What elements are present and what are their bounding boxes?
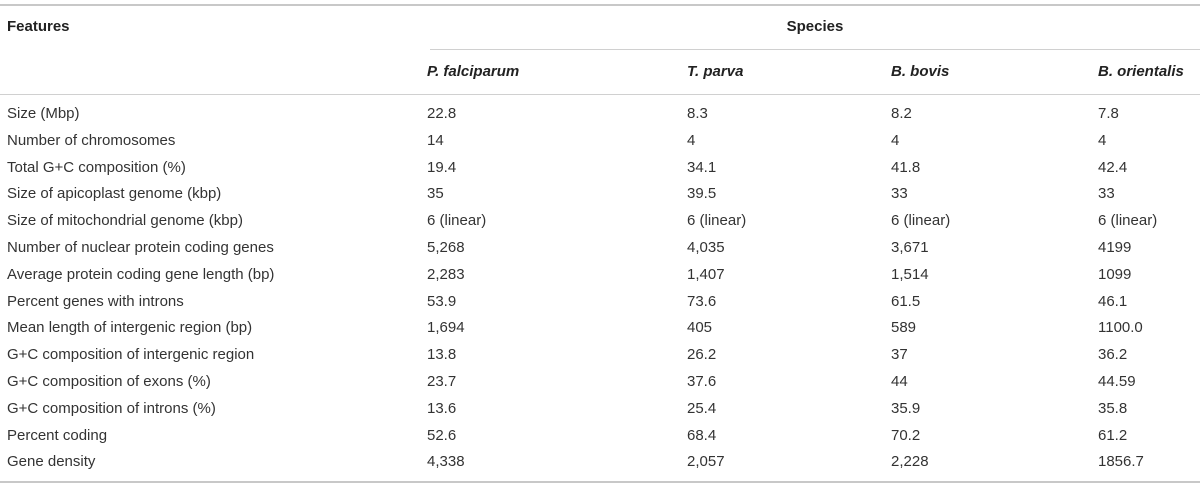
- feature-label: Number of chromosomes: [7, 131, 176, 149]
- species-header-p-falciparum: P. falciparum: [427, 63, 520, 80]
- value-cell: 53.9: [427, 292, 457, 310]
- table-row: G+C composition of intergenic region 13.8…: [0, 341, 1200, 368]
- value-cell: 35.9: [891, 399, 921, 417]
- feature-label: Percent coding: [7, 426, 108, 444]
- value-cell: 25.4: [687, 399, 717, 417]
- value-cell: 6 (linear): [1098, 212, 1158, 230]
- value-cell: 8.2: [891, 105, 912, 122]
- value-cell: 70.2: [891, 426, 921, 444]
- value-cell: 39.5: [687, 185, 717, 203]
- feature-label: Number of nuclear protein coding genes: [7, 239, 274, 256]
- value-cell: 44: [891, 373, 908, 390]
- value-cell: 37.6: [687, 373, 717, 390]
- value-cell: 61.5: [891, 292, 921, 310]
- table-row: Percent coding 52.6 68.4 70.2 61.2: [0, 422, 1200, 449]
- value-cell: 2,283: [427, 265, 465, 283]
- table-bottom-rule: [0, 481, 1200, 483]
- value-cell: 37: [891, 346, 908, 364]
- value-cell: 405: [687, 319, 713, 337]
- value-cell: 1,514: [891, 265, 929, 283]
- value-cell: 5,268: [427, 239, 465, 256]
- table-row: Average protein coding gene length (bp) 2…: [0, 261, 1200, 288]
- table-row: G+C composition of exons (%) 23.7 37.6 44 44…: [0, 368, 1200, 395]
- value-cell: 35.8: [1098, 399, 1128, 417]
- value-cell: 8.3: [687, 105, 708, 122]
- value-cell: 2,228: [891, 453, 929, 471]
- species-header-b-orientalis: B. orientalis: [1098, 63, 1184, 80]
- table-row: Mean length of intergenic region (bp) 1,6…: [0, 314, 1200, 341]
- table-row: G+C composition of introns (%) 13.6 25.4 35…: [0, 395, 1200, 422]
- value-cell: 46.1: [1098, 292, 1128, 310]
- value-cell: 33: [1098, 185, 1115, 203]
- feature-label: Percent genes with introns: [7, 292, 184, 310]
- species-group-rule: [430, 49, 1200, 50]
- features-column-header: Features: [7, 18, 70, 35]
- table-row: Total G+C composition (%) 19.4 34.1 41.8 42.…: [0, 154, 1200, 181]
- value-cell: 4: [1098, 131, 1107, 149]
- feature-label: G+C composition of intergenic region: [7, 346, 255, 364]
- table-row: Number of chromosomes 14 4 4 4: [0, 127, 1200, 154]
- value-cell: 589: [891, 319, 917, 337]
- value-cell: 68.4: [687, 426, 717, 444]
- value-cell: 22.8: [427, 105, 457, 122]
- feature-label: Mean length of intergenic region (bp): [7, 319, 253, 337]
- value-cell: 23.7: [427, 373, 457, 390]
- value-cell: 44.59: [1098, 373, 1136, 390]
- value-cell: 1856.7: [1098, 453, 1144, 471]
- value-cell: 1,407: [687, 265, 725, 283]
- table-row: Size of mitochondrial genome (kbp) 6 (lin…: [0, 207, 1200, 234]
- value-cell: 26.2: [687, 346, 717, 364]
- value-cell: 13.6: [427, 399, 457, 417]
- value-cell: 7.8: [1098, 105, 1119, 122]
- header-bottom-rule: [0, 94, 1200, 95]
- value-cell: 4,338: [427, 453, 465, 471]
- feature-label: G+C composition of exons (%): [7, 373, 211, 390]
- table-row: Size (Mbp) 22.8 8.3 8.2 7.8: [0, 100, 1200, 127]
- value-cell: 3,671: [891, 239, 929, 256]
- table-row: Size of apicoplast genome (kbp) 35 39.5 33 3…: [0, 180, 1200, 207]
- value-cell: 1,694: [427, 319, 465, 337]
- value-cell: 73.6: [687, 292, 717, 310]
- table-top-rule: [0, 4, 1200, 6]
- feature-label: Gene density: [7, 453, 96, 471]
- table-row: Percent genes with introns 53.9 73.6 61.5 46…: [0, 288, 1200, 315]
- value-cell: 35: [427, 185, 444, 203]
- species-header-t-parva: T. parva: [687, 63, 744, 80]
- value-cell: 42.4: [1098, 158, 1128, 176]
- feature-label: Size of apicoplast genome (kbp): [7, 185, 222, 203]
- table-row: Gene density 4,338 2,057 2,228 1856.7: [0, 448, 1200, 475]
- value-cell: 14: [427, 131, 444, 149]
- value-cell: 4: [687, 131, 696, 149]
- species-header-b-bovis: B. bovis: [891, 63, 950, 80]
- feature-label: G+C composition of introns (%): [7, 399, 216, 417]
- value-cell: 13.8: [427, 346, 457, 364]
- table-row: Number of nuclear protein coding genes 5,…: [0, 234, 1200, 261]
- feature-label: Size (Mbp): [7, 105, 80, 122]
- value-cell: 6 (linear): [427, 212, 487, 230]
- value-cell: 33: [891, 185, 908, 203]
- value-cell: 1099: [1098, 265, 1132, 283]
- value-cell: 19.4: [427, 158, 457, 176]
- value-cell: 4,035: [687, 239, 725, 256]
- value-cell: 6 (linear): [687, 212, 747, 230]
- value-cell: 4: [891, 131, 900, 149]
- value-cell: 61.2: [1098, 426, 1128, 444]
- value-cell: 41.8: [891, 158, 921, 176]
- value-cell: 1100.0: [1098, 319, 1143, 337]
- value-cell: 4199: [1098, 239, 1132, 256]
- species-group-header: Species: [786, 18, 844, 35]
- feature-label: Total G+C composition (%): [7, 158, 186, 176]
- feature-label: Size of mitochondrial genome (kbp): [7, 212, 243, 230]
- feature-label: Average protein coding gene length (bp): [7, 265, 275, 283]
- value-cell: 52.6: [427, 426, 457, 444]
- value-cell: 2,057: [687, 453, 725, 471]
- value-cell: 36.2: [1098, 346, 1128, 364]
- value-cell: 6 (linear): [891, 212, 951, 230]
- value-cell: 34.1: [687, 158, 717, 176]
